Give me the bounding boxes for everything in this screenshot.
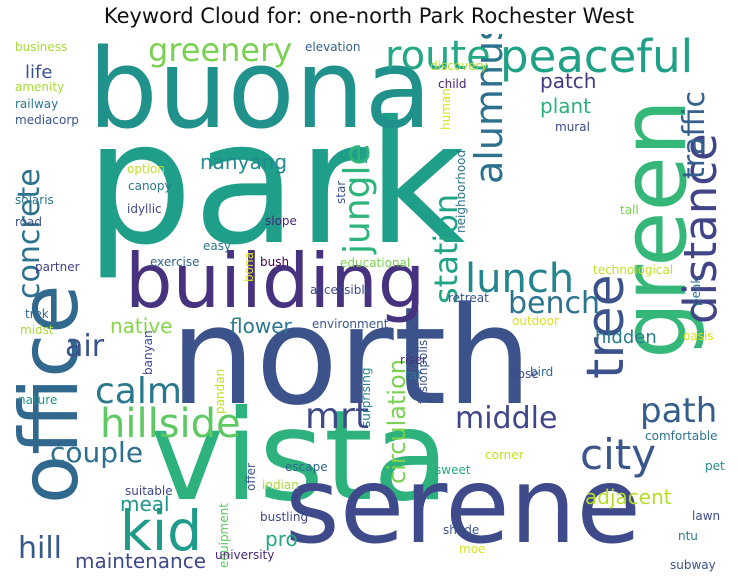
cloud-word-bush: bush — [260, 255, 290, 269]
cloud-word-canopy: canopy — [128, 179, 172, 193]
cloud-word-midst: midst — [20, 323, 54, 337]
cloud-word-tall: tall — [620, 203, 639, 217]
cloud-word-traffic: traffic — [677, 91, 712, 179]
cloud-word-elevation: elevation — [305, 40, 361, 54]
cloud-word-subway: subway — [670, 558, 716, 572]
word-cloud: park north buona vista serene office green buil… — [10, 34, 730, 579]
cloud-word-rat: rat — [405, 368, 422, 382]
cloud-word-bustling: bustling — [260, 510, 309, 524]
cloud-word-slope: slope — [265, 214, 297, 228]
cloud-word-offer: offer — [244, 463, 258, 491]
cloud-word-bench: bench — [508, 286, 601, 321]
cloud-word-child: child — [438, 77, 467, 91]
cloud-word-park: park — [85, 85, 466, 283]
cloud-word-route: route — [385, 34, 491, 79]
cloud-word-easy: easy — [203, 239, 232, 253]
cloud-word-dose: dose — [510, 367, 539, 381]
cloud-word-technological: technological — [593, 263, 674, 277]
cloud-word-escape: escape — [285, 460, 328, 474]
cloud-word-concrete: concrete — [12, 168, 47, 299]
cloud-word-serene: serene — [285, 445, 641, 567]
cloud-word-pandan: pandan — [213, 368, 227, 414]
cloud-word-amenity: amenity — [15, 80, 65, 94]
cloud-word-road: road — [15, 215, 42, 229]
cloud-word-ntu: ntu — [678, 529, 698, 543]
cloud-word-discovery: discovery — [430, 59, 488, 73]
cloud-word-riser: riser — [400, 353, 427, 367]
cloud-word-nanyang: nanyang — [200, 150, 288, 174]
cloud-word-railway: railway — [15, 97, 59, 111]
cloud-word-human: human — [439, 88, 453, 130]
cloud-word-kid: kid — [120, 499, 203, 563]
cloud-word-path: path — [640, 391, 718, 431]
cloud-word-middle: middle — [455, 401, 558, 436]
cloud-word-bird: bird — [530, 365, 554, 379]
cloud-word-hidden: hidden — [595, 327, 657, 348]
cloud-word-exercise: exercise — [150, 255, 200, 269]
cloud-word-moe: moe — [459, 542, 486, 556]
cloud-word-surprising: surprising — [359, 367, 373, 427]
cloud-word-shade: shade — [443, 523, 480, 537]
cloud-word-lunch: lunch — [465, 256, 575, 302]
cloud-word-maintenance: maintenance — [75, 549, 207, 573]
cloud-word-north: north — [170, 278, 533, 435]
cloud-word-pro: pro — [265, 527, 298, 551]
cloud-word-nature: nature — [18, 393, 58, 407]
cloud-word-option: option — [127, 162, 165, 176]
cloud-word-idyllic: idyllic — [127, 202, 162, 216]
cloud-word-lawn: lawn — [692, 509, 721, 523]
cloud-word-indian: indian — [262, 478, 299, 492]
cloud-word-neighborhood: neighborhood — [454, 149, 468, 233]
cloud-word-banyan: banyan — [141, 330, 155, 375]
cloud-word-air: air — [65, 329, 105, 364]
cloud-word-peaceful: peaceful — [500, 34, 694, 83]
cloud-word-couple: couple — [50, 436, 144, 469]
cloud-word-mrt: mrt — [305, 396, 369, 437]
cloud-word-life: life — [25, 62, 53, 83]
cloud-word-plant: plant — [540, 94, 592, 118]
cloud-word-calm: calm — [95, 371, 182, 412]
cloud-word-trek: trek — [25, 307, 49, 321]
cloud-word-adjacent: adjacent — [585, 485, 672, 509]
cloud-word-sweet: sweet — [435, 463, 471, 477]
cloud-word-accessible: accessible — [310, 283, 373, 297]
cloud-word-oasis: oasis — [683, 329, 714, 343]
cloud-word-star: star — [334, 180, 348, 204]
cloud-word-corner: corner — [485, 448, 524, 462]
page-title: Keyword Cloud for: one-north Park Roches… — [103, 4, 635, 28]
cloud-word-suitable: suitable — [125, 484, 173, 498]
cloud-word-comfortable: comfortable — [645, 429, 718, 443]
cloud-word-building: building — [125, 237, 426, 325]
cloud-word-hill: hill — [18, 531, 63, 566]
cloud-word-university: university — [215, 548, 275, 562]
cloud-word-native: native — [110, 314, 173, 338]
cloud-word-vista: vista — [150, 384, 450, 529]
cloud-word-mediacorp: mediacorp — [15, 113, 79, 127]
cloud-word-fusionpolis: fusionpolis — [416, 339, 430, 404]
cloud-word-alumnus: alumnus — [467, 34, 511, 184]
cloud-word-peak: peak — [689, 276, 703, 306]
cloud-word-pet: pet — [705, 459, 725, 473]
cloud-word-environment: environment — [312, 317, 389, 331]
cloud-word-business: business — [15, 40, 68, 54]
cloud-word-buona: buona — [88, 34, 432, 153]
cloud-word-mural: mural — [555, 120, 590, 134]
cloud-word-partner: partner — [35, 260, 80, 274]
cloud-word-outdoor: outdoor — [512, 314, 559, 328]
cloud-word-flower: flower — [230, 314, 292, 338]
cloud-word-city: city — [580, 430, 657, 479]
cloud-word-greenery: greenery — [148, 34, 293, 69]
cloud-word-retreat: retreat — [448, 291, 489, 305]
cloud-word-hillside: hillside — [100, 401, 241, 447]
cloud-word-solaris: solaris — [15, 193, 54, 207]
cloud-word-bona: bona — [242, 252, 256, 282]
cloud-word-meal: meal — [120, 492, 170, 516]
cloud-word-patch: patch — [540, 69, 597, 93]
cloud-word-educational: educational — [340, 256, 411, 270]
